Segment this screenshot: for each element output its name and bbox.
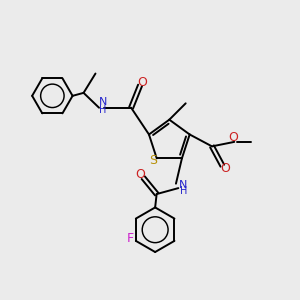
Text: N: N <box>99 98 107 107</box>
Text: N: N <box>179 180 188 190</box>
Text: O: O <box>135 168 145 181</box>
Text: S: S <box>149 154 157 167</box>
Text: F: F <box>127 232 134 245</box>
Text: O: O <box>137 76 147 89</box>
Text: H: H <box>99 105 106 115</box>
Text: O: O <box>220 162 230 175</box>
Text: H: H <box>180 186 187 196</box>
Text: O: O <box>229 131 238 144</box>
